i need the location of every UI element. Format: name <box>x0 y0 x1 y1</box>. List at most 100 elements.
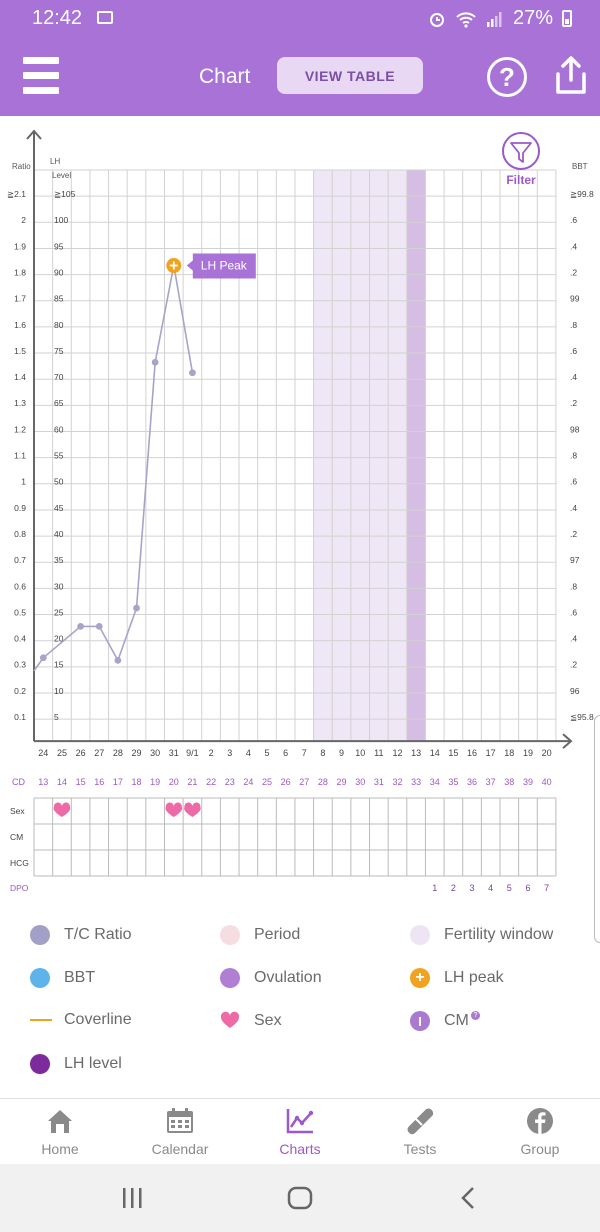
cd-value: 32 <box>392 777 402 787</box>
dpo-value: 1 <box>432 883 437 893</box>
filter-icon <box>502 132 540 170</box>
scroll-handle[interactable] <box>594 715 600 943</box>
ratio-tick-label: 0.8 <box>14 529 26 539</box>
lh-tick-label: 60 <box>54 424 64 434</box>
charts-icon <box>286 1109 314 1134</box>
lh-peak-plus-icon <box>169 261 178 270</box>
nav-home[interactable]: Home <box>10 1107 110 1157</box>
nav-label: Group <box>520 1141 560 1157</box>
fertility-dot-icon <box>410 925 430 945</box>
date-tick-label: 10 <box>355 748 365 758</box>
bbt-tick-label: .8 <box>570 320 577 330</box>
bbt-tick-label: ≧99.8 <box>570 189 594 199</box>
wifi-icon <box>456 11 476 28</box>
lh-axis-title: LH <box>50 157 60 166</box>
system-nav-bar <box>0 1164 600 1232</box>
ovulation-dot-icon <box>220 968 240 988</box>
dpo-value: 3 <box>470 883 475 893</box>
date-tick-label: 16 <box>467 748 477 758</box>
legend-label: Sex <box>254 1012 282 1029</box>
legend-lh-peak: + LH peak <box>410 968 504 988</box>
cd-value: 27 <box>299 777 309 787</box>
nav-label: Home <box>41 1141 79 1157</box>
ratio-tick-label: 1.7 <box>14 294 26 304</box>
cd-value: 18 <box>132 777 142 787</box>
row-label: Sex <box>10 806 25 816</box>
tc-ratio-dot-icon <box>30 925 50 945</box>
tc-ratio-point <box>133 604 140 612</box>
ovulation-band <box>406 170 426 742</box>
legend-bbt: BBT <box>30 968 95 988</box>
nav-calendar[interactable]: Calendar <box>130 1107 230 1157</box>
nav-charts[interactable]: Charts <box>250 1107 350 1157</box>
heart-icon <box>53 802 71 817</box>
tc-ratio-point <box>114 656 122 664</box>
cd-value: 17 <box>113 777 123 787</box>
cd-value: 35 <box>448 777 458 787</box>
tc-ratio-point <box>189 369 196 377</box>
cd-value: 31 <box>374 777 384 787</box>
legend-label: Fertility window <box>444 926 554 943</box>
nav-group[interactable]: Group <box>490 1107 590 1157</box>
bbt-tick-label: .8 <box>570 451 577 461</box>
legend-coverline: Coverline <box>30 1011 132 1029</box>
cd-value: 36 <box>467 777 477 787</box>
ratio-tick-label: 0.7 <box>14 555 26 565</box>
ratio-tick-label: 0.3 <box>14 660 26 670</box>
home-button-icon[interactable] <box>286 1184 314 1212</box>
legend-label: CM <box>444 1012 469 1029</box>
date-tick-label: 13 <box>411 748 421 758</box>
date-tick-label: 15 <box>448 748 458 758</box>
home-icon <box>48 1110 72 1133</box>
lh-tick-label: 50 <box>54 477 64 487</box>
date-tick-label: 2 <box>209 748 214 758</box>
date-tick-label: 17 <box>486 748 496 758</box>
nav-tests[interactable]: Tests <box>370 1107 470 1157</box>
lh-tick-label: 10 <box>54 686 64 696</box>
date-tick-label: 14 <box>430 748 440 758</box>
ratio-tick-label: 1.6 <box>14 320 26 330</box>
cm-help-icon[interactable]: ? <box>470 1010 480 1020</box>
cd-value: 19 <box>150 777 160 787</box>
dpo-value: 6 <box>525 883 530 893</box>
bbt-tick-label: .6 <box>570 346 577 356</box>
tc-ratio-point <box>77 622 84 630</box>
share-icon[interactable] <box>552 54 590 96</box>
back-icon[interactable] <box>455 1184 483 1212</box>
view-table-button[interactable]: VIEW TABLE <box>277 57 423 94</box>
help-button[interactable]: ? <box>487 57 527 97</box>
date-tick-label: 12 <box>392 748 402 758</box>
ratio-tick-label: 1.8 <box>14 267 26 277</box>
ratio-tick-label: 2 <box>21 215 26 225</box>
bbt-tick-label: .4 <box>570 241 577 251</box>
lh-axis-title-2: Level <box>52 171 71 180</box>
nav-label: Charts <box>279 1141 321 1157</box>
date-tick-label: 5 <box>264 748 269 758</box>
ratio-tick-label: 0.6 <box>14 581 26 591</box>
cm-icon: I <box>410 1011 430 1031</box>
bbt-tick-label: ≦95.8 <box>570 712 594 722</box>
recent-apps-icon[interactable] <box>118 1184 146 1212</box>
bbt-dot-icon <box>30 968 50 988</box>
lh-tick-label: 75 <box>54 346 64 356</box>
date-tick-label: 8 <box>320 748 325 758</box>
lh-tick-label: 70 <box>54 372 64 382</box>
cd-value: 33 <box>411 777 421 787</box>
date-tick-label: 26 <box>76 748 86 758</box>
lh-tick-label: 15 <box>54 660 64 670</box>
row-label: HCG <box>10 858 29 868</box>
filter-button[interactable]: Filter <box>502 132 540 187</box>
legend-cm: I CM ? <box>410 1010 480 1031</box>
ratio-tick-label: 1.2 <box>14 424 26 434</box>
menu-button[interactable] <box>23 57 59 95</box>
cycle-chart: ≧2.121.91.81.71.61.51.41.31.21.110.90.80… <box>7 129 594 893</box>
date-tick-label: 6 <box>283 748 288 758</box>
date-tick-label: 27 <box>94 748 104 758</box>
legend-fertility-window: Fertility window <box>410 925 553 945</box>
lh-tick-label: 30 <box>54 581 64 591</box>
bbt-tick-label: .6 <box>570 215 577 225</box>
cd-value: 39 <box>523 777 533 787</box>
bbt-tick-label: 96 <box>570 686 580 696</box>
nav-label: Tests <box>403 1141 437 1157</box>
lh-tick-label: 100 <box>54 215 68 225</box>
